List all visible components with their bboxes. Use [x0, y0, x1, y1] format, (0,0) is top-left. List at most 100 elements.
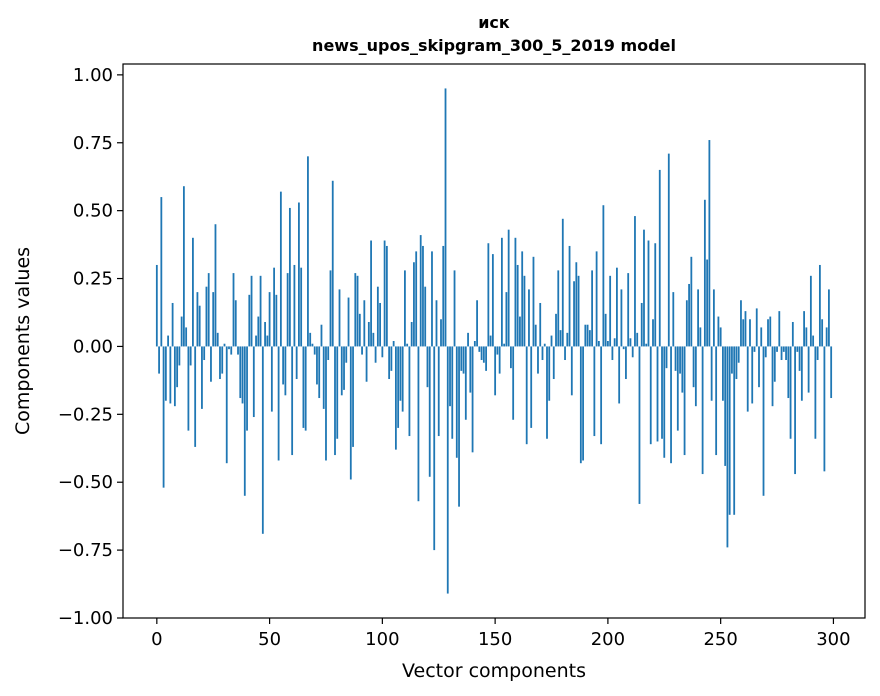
bar-component-76	[327, 346, 330, 361]
bar-component-41	[248, 294, 251, 347]
bar-component-296	[823, 346, 826, 472]
bar-component-155	[505, 292, 508, 347]
bar-component-6	[169, 346, 172, 404]
bar-component-50	[268, 292, 271, 347]
bar-component-122	[431, 251, 433, 347]
bar-component-260	[742, 319, 745, 347]
bar-component-198	[602, 205, 605, 347]
bar-component-119	[424, 286, 427, 347]
bar-component-154	[503, 343, 506, 347]
chart-title: иск news_upos_skipgram_300_5_2019 model	[312, 13, 676, 55]
bar-component-289	[807, 346, 810, 393]
bar-component-86	[349, 346, 352, 480]
bar-component-104	[390, 346, 393, 371]
bar-component-2	[160, 197, 163, 347]
bar-component-13	[185, 327, 188, 347]
bar-component-79	[334, 346, 336, 456]
bar-component-218	[647, 240, 650, 347]
bar-component-65	[302, 346, 305, 428]
bar-component-133	[455, 346, 458, 458]
bar-component-247	[712, 289, 715, 347]
x-tick-label: 150	[478, 629, 512, 650]
bar-component-228	[670, 346, 672, 464]
bar-component-72	[318, 346, 321, 399]
bar-component-175	[550, 335, 553, 347]
bar-component-208	[625, 346, 627, 380]
bar-component-73	[320, 324, 323, 347]
bar-component-57	[284, 346, 287, 396]
bar-component-284	[796, 346, 799, 352]
bar-component-39	[243, 346, 246, 496]
bar-component-165	[528, 289, 530, 347]
bar-component-252	[724, 346, 727, 466]
bar-component-223	[658, 169, 661, 347]
bar-component-55	[279, 191, 282, 347]
bar-component-81	[338, 289, 341, 347]
bar-component-3	[162, 346, 165, 488]
bar-component-231	[676, 346, 679, 431]
bar-component-205	[618, 346, 621, 404]
bar-component-48	[264, 321, 266, 347]
x-tick-label: 200	[591, 629, 625, 650]
bar-component-209	[627, 273, 630, 347]
bar-component-259	[740, 300, 742, 347]
bar-component-210	[629, 338, 632, 347]
bar-component-273	[771, 346, 774, 407]
bar-component-297	[825, 327, 828, 347]
x-axis-label: Vector components	[402, 660, 586, 682]
bar-component-9	[176, 346, 179, 388]
bar-component-139	[469, 346, 472, 393]
bar-component-270	[764, 346, 767, 358]
bar-component-181	[564, 346, 566, 361]
bar-component-280	[787, 346, 790, 399]
bar-component-255	[731, 346, 733, 374]
bar-component-87	[352, 346, 354, 447]
bar-component-256	[733, 346, 736, 515]
bar-component-27	[216, 332, 219, 347]
bar-component-268	[760, 327, 763, 347]
bar-component-288	[805, 327, 808, 347]
bar-component-246	[710, 346, 713, 401]
bar-component-173	[546, 346, 548, 439]
bar-component-44	[255, 335, 257, 347]
bar-component-137	[464, 346, 467, 420]
bar-component-34	[232, 273, 235, 347]
bar-component-10	[178, 346, 181, 366]
bar-component-234	[683, 346, 686, 456]
bar-component-103	[388, 346, 391, 380]
bar-component-47	[261, 346, 264, 534]
bar-component-177	[555, 313, 557, 347]
bar-component-149	[491, 254, 494, 347]
bar-component-92	[363, 300, 366, 347]
bar-component-230	[674, 346, 677, 371]
bar-component-144	[480, 346, 483, 361]
bar-component-143	[478, 346, 481, 352]
bar-component-95	[370, 240, 372, 347]
bar-component-226	[665, 346, 668, 369]
bar-component-232	[679, 346, 681, 374]
bar-component-156	[507, 229, 510, 347]
bar-component-123	[433, 346, 436, 551]
bar-component-206	[620, 289, 623, 347]
bar-component-220	[652, 319, 654, 347]
bar-component-111	[406, 343, 409, 347]
bar-component-237	[690, 256, 693, 347]
bar-component-190	[584, 324, 587, 347]
bar-component-261	[744, 311, 747, 347]
bar-component-188	[579, 346, 582, 464]
bar-component-14	[187, 346, 190, 431]
bar-component-157	[510, 346, 512, 369]
bar-component-115	[415, 251, 418, 347]
bar-component-130	[449, 346, 451, 407]
bar-component-277	[780, 346, 783, 361]
y-axis-label: Components values	[12, 247, 34, 435]
bar-component-163	[523, 275, 526, 347]
bar-component-108	[399, 346, 402, 401]
bar-component-207	[622, 346, 625, 350]
bar-component-263	[749, 319, 751, 347]
bar-component-46	[259, 275, 262, 347]
bar-component-97	[374, 346, 377, 363]
bar-component-25	[212, 292, 215, 347]
bar-component-174	[548, 346, 551, 401]
